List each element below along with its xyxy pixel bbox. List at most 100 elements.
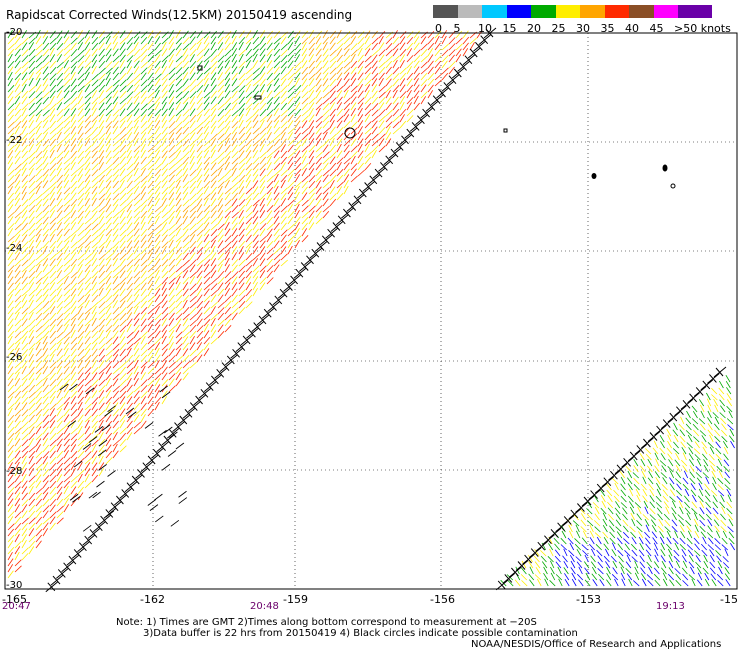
wind-barb <box>702 536 707 545</box>
wind-barb <box>49 282 56 291</box>
wind-barb <box>42 210 50 219</box>
legend-swatch <box>629 5 654 18</box>
wind-barb <box>56 324 63 333</box>
wind-barb <box>308 175 316 183</box>
wind-barb <box>161 372 168 381</box>
wind-barb <box>154 163 162 171</box>
wind-barb <box>294 239 300 249</box>
wind-barb <box>42 421 50 429</box>
edge-barb <box>72 495 81 503</box>
wind-barb <box>154 240 161 249</box>
wind-barb <box>91 169 99 177</box>
wind-barb <box>133 337 141 345</box>
wind-barb <box>635 488 641 497</box>
wind-barb <box>119 366 126 375</box>
wind-barb <box>336 43 344 51</box>
wind-barb <box>140 143 146 153</box>
wind-barb <box>301 155 307 165</box>
wind-barb <box>98 180 104 189</box>
wind-barb <box>70 354 77 363</box>
wind-barb <box>63 301 71 309</box>
wind-barb <box>189 139 197 147</box>
wind-barb <box>56 355 64 363</box>
wind-barb <box>98 426 105 435</box>
wind-barb <box>28 120 34 129</box>
wind-barb <box>91 126 99 135</box>
wind-barb <box>126 252 134 261</box>
wind-barb <box>140 247 148 255</box>
wind-barb <box>259 277 267 285</box>
wind-barb <box>77 229 85 237</box>
wind-barb <box>21 547 29 555</box>
wind-barb <box>56 288 62 297</box>
wind-barb <box>84 91 92 99</box>
wind-barb <box>378 78 384 87</box>
wind-barb <box>154 216 160 225</box>
wind-barb <box>7 235 15 243</box>
wind-barb <box>140 324 147 333</box>
wind-barb <box>154 305 160 315</box>
wind-barb <box>105 276 112 285</box>
wind-barb <box>564 573 570 581</box>
wind-barb <box>189 335 195 345</box>
wind-barb <box>620 489 627 497</box>
wind-barb <box>98 169 106 177</box>
wind-barb <box>669 496 676 503</box>
wind-barb <box>49 348 57 357</box>
wind-barb <box>140 402 147 411</box>
wind-barb <box>557 566 562 575</box>
wind-barb <box>392 78 400 87</box>
edge-barb <box>380 162 388 171</box>
wind-barb <box>676 490 683 497</box>
wind-barb <box>427 30 435 39</box>
wind-barb <box>704 572 710 581</box>
wind-barb <box>7 150 14 159</box>
wind-barb <box>21 473 27 483</box>
wind-barb <box>28 259 36 267</box>
wind-barb <box>679 544 686 551</box>
edge-barb <box>358 188 367 198</box>
wind-barb <box>112 336 119 345</box>
wind-barb <box>98 444 105 453</box>
wind-barb <box>147 97 155 105</box>
wind-barb <box>112 354 119 363</box>
edge-barb <box>348 202 357 211</box>
wind-barb <box>629 506 635 515</box>
wind-barb <box>112 378 119 387</box>
wind-barb <box>56 228 63 237</box>
wind-barb <box>685 430 693 437</box>
wind-barb <box>140 277 148 285</box>
wind-barb <box>322 157 330 165</box>
wind-barb <box>84 457 92 465</box>
wind-barb <box>7 335 13 345</box>
wind-barb <box>140 150 146 159</box>
edge-barb <box>84 535 93 545</box>
wind-barb <box>28 138 35 147</box>
wind-barb <box>126 270 133 279</box>
wind-barb <box>49 324 56 333</box>
wind-barb <box>399 49 407 57</box>
wind-barb <box>77 126 83 135</box>
edge-barb <box>369 175 378 185</box>
wind-barb <box>126 72 134 81</box>
wind-barb <box>154 205 162 213</box>
wind-barb <box>705 476 710 485</box>
wind-barb <box>266 234 273 243</box>
wind-barb <box>140 138 147 147</box>
wind-barb <box>576 530 581 539</box>
wind-barb <box>280 210 287 219</box>
wind-barb <box>14 211 22 219</box>
wind-barb <box>14 300 22 309</box>
wind-barb <box>21 455 27 465</box>
wind-barb <box>133 205 141 213</box>
wind-barb <box>98 432 104 441</box>
wind-barb <box>245 193 253 201</box>
wind-barb <box>182 90 190 99</box>
wind-barb <box>126 414 133 423</box>
wind-barb <box>154 120 161 129</box>
wind-barb <box>280 174 288 183</box>
wind-barb <box>315 60 322 69</box>
wind-barb <box>378 61 386 69</box>
wind-barb <box>371 139 379 147</box>
wind-barb <box>644 518 650 527</box>
